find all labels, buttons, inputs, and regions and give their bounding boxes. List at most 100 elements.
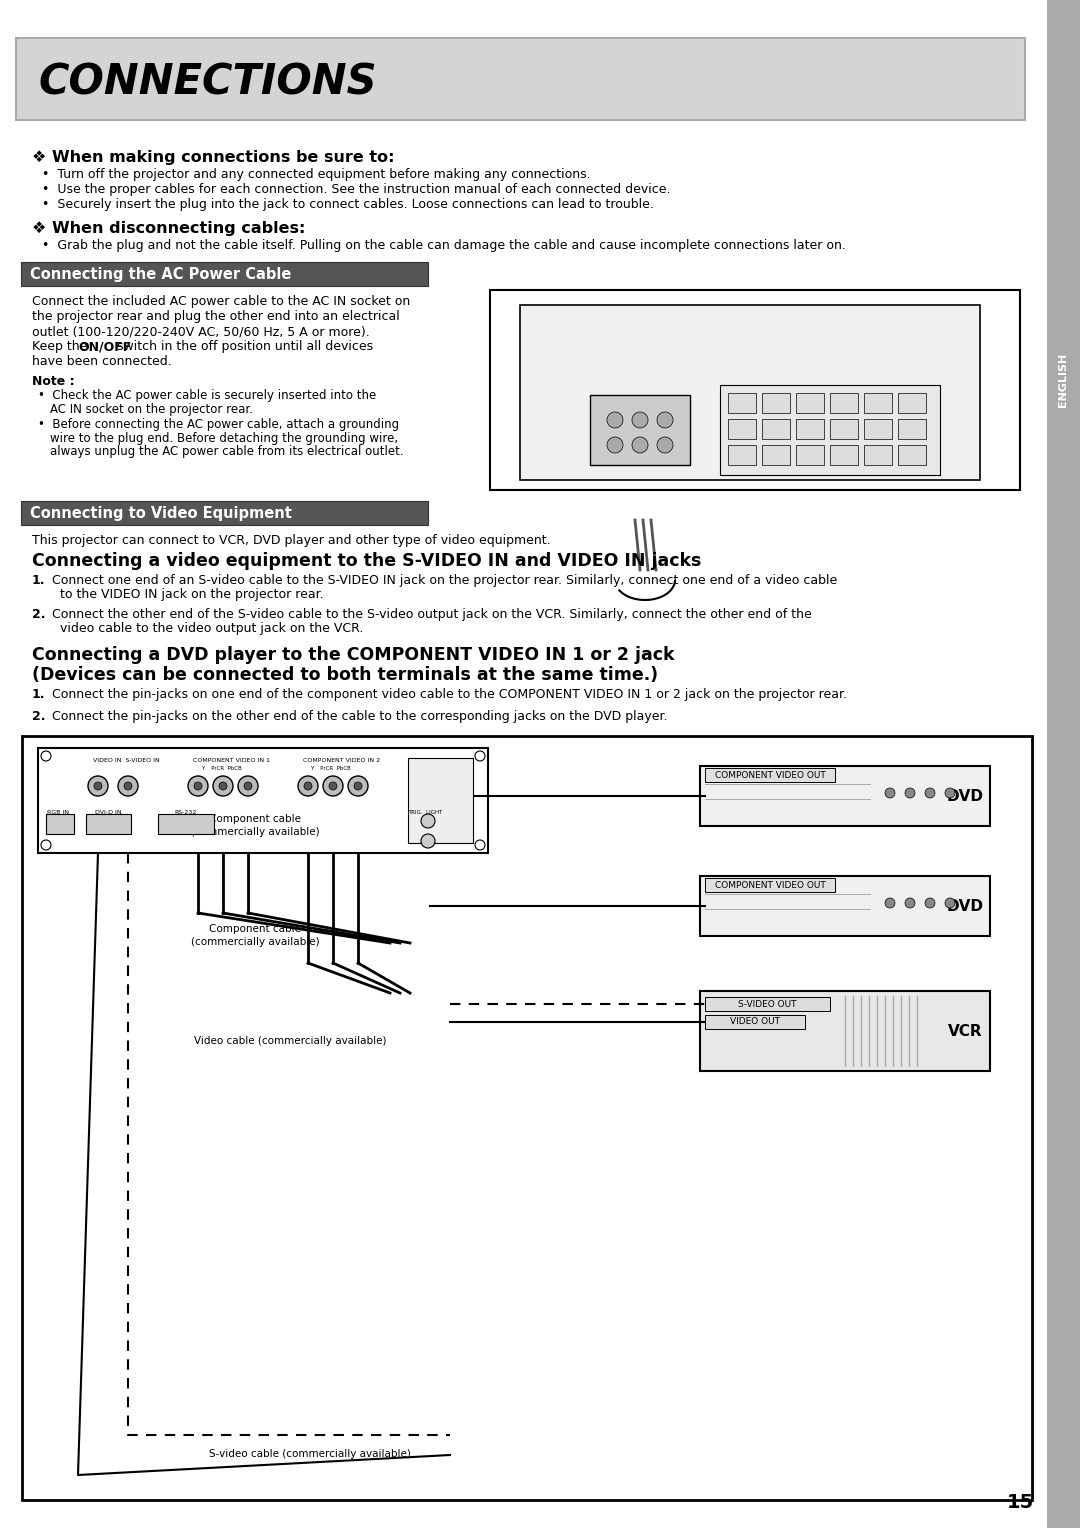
Circle shape (945, 898, 955, 908)
Text: Connecting to Video Equipment: Connecting to Video Equipment (30, 506, 292, 521)
Circle shape (924, 898, 935, 908)
Bar (796, 445, 824, 465)
Text: 15: 15 (1007, 1493, 1034, 1511)
Bar (1047, 0, 1080, 1528)
Text: Component cable
(commercially available): Component cable (commercially available) (191, 814, 320, 837)
Text: Component cable
(commercially available): Component cable (commercially available) (191, 924, 320, 947)
Text: COMPONENT VIDEO OUT: COMPONENT VIDEO OUT (715, 880, 825, 889)
Circle shape (354, 782, 362, 790)
Text: video cable to the video output jack on the VCR.: video cable to the video output jack on … (60, 622, 363, 636)
Text: •  Use the proper cables for each connection. See the instruction manual of each: • Use the proper cables for each connect… (42, 183, 671, 196)
Text: This projector can connect to VCR, DVD player and other type of video equipment.: This projector can connect to VCR, DVD p… (32, 533, 551, 547)
Bar (831, 445, 858, 465)
Text: Video cable (commercially available): Video cable (commercially available) (193, 1036, 387, 1047)
Circle shape (118, 776, 138, 796)
Bar (864, 445, 892, 465)
Text: DVI-D IN: DVI-D IN (95, 810, 121, 814)
Circle shape (188, 776, 208, 796)
Circle shape (421, 814, 435, 828)
Text: 1.: 1. (32, 575, 45, 587)
Bar (38, 749, 488, 853)
Circle shape (329, 782, 337, 790)
Circle shape (885, 788, 895, 798)
Text: •  Before connecting the AC power cable, attach a grounding: • Before connecting the AC power cable, … (38, 419, 400, 431)
FancyBboxPatch shape (21, 501, 428, 526)
Circle shape (124, 782, 132, 790)
Circle shape (632, 413, 648, 428)
Bar (796, 393, 824, 413)
Bar (897, 393, 926, 413)
Bar (46, 814, 75, 834)
Bar (705, 879, 835, 892)
Circle shape (244, 782, 252, 790)
Circle shape (213, 776, 233, 796)
Text: COMPONENT VIDEO IN 1: COMPONENT VIDEO IN 1 (193, 758, 270, 762)
Text: Note :: Note : (32, 374, 75, 388)
Circle shape (885, 898, 895, 908)
Bar (897, 445, 926, 465)
Text: to the VIDEO IN jack on the projector rear.: to the VIDEO IN jack on the projector re… (60, 588, 324, 601)
Circle shape (657, 413, 673, 428)
Circle shape (348, 776, 368, 796)
Bar (700, 766, 990, 827)
Text: ENGLISH: ENGLISH (1058, 353, 1068, 406)
Bar (864, 393, 892, 413)
Circle shape (945, 788, 955, 798)
Text: COMPONENT VIDEO OUT: COMPONENT VIDEO OUT (715, 770, 825, 779)
Bar (864, 419, 892, 439)
Text: 2.: 2. (32, 711, 45, 723)
Bar (490, 290, 1020, 490)
Text: •  Securely insert the plug into the jack to connect cables. Loose connections c: • Securely insert the plug into the jack… (42, 199, 653, 211)
Text: TRIG.  LIGHT: TRIG. LIGHT (408, 810, 443, 814)
Bar (762, 445, 789, 465)
Text: ❖ When disconnecting cables:: ❖ When disconnecting cables: (32, 222, 306, 235)
Circle shape (194, 782, 202, 790)
Text: Connecting a DVD player to the COMPONENT VIDEO IN 1 or 2 jack: Connecting a DVD player to the COMPONENT… (32, 646, 675, 665)
Circle shape (303, 782, 312, 790)
Text: VIDEO IN  S-VIDEO IN: VIDEO IN S-VIDEO IN (93, 758, 160, 762)
Bar (897, 419, 926, 439)
Text: AC IN socket on the projector rear.: AC IN socket on the projector rear. (50, 403, 253, 416)
Bar (728, 419, 756, 439)
Bar (831, 419, 858, 439)
Text: have been connected.: have been connected. (32, 354, 172, 368)
Bar (831, 393, 858, 413)
FancyBboxPatch shape (21, 261, 428, 286)
Circle shape (475, 840, 485, 850)
Text: DVD: DVD (946, 788, 984, 804)
Bar (408, 758, 473, 843)
Text: S-VIDEO OUT: S-VIDEO OUT (738, 999, 796, 1008)
Circle shape (607, 437, 623, 452)
Text: COMPONENT VIDEO IN 2: COMPONENT VIDEO IN 2 (303, 758, 380, 762)
Text: ON/OFF: ON/OFF (79, 341, 132, 353)
Bar (705, 769, 835, 782)
Circle shape (905, 898, 915, 908)
Circle shape (87, 776, 108, 796)
Text: Connecting the AC Power Cable: Connecting the AC Power Cable (30, 266, 292, 281)
Text: CONNECTIONS: CONNECTIONS (38, 61, 377, 102)
Text: ❖ When making connections be sure to:: ❖ When making connections be sure to: (32, 150, 394, 165)
Text: DVD: DVD (946, 898, 984, 914)
Circle shape (421, 834, 435, 848)
Text: •  Grab the plug and not the cable itself. Pulling on the cable can damage the c: • Grab the plug and not the cable itself… (42, 238, 846, 252)
Circle shape (657, 437, 673, 452)
Text: RGB IN: RGB IN (48, 810, 69, 814)
Bar (728, 445, 756, 465)
Text: RS-232: RS-232 (175, 810, 198, 814)
Text: Keep the: Keep the (32, 341, 92, 353)
Bar (590, 396, 690, 465)
Text: VIDEO OUT: VIDEO OUT (730, 1018, 780, 1027)
Circle shape (298, 776, 318, 796)
Text: Connect the other end of the S-video cable to the S-video output jack on the VCR: Connect the other end of the S-video cab… (52, 608, 812, 620)
Text: 1.: 1. (32, 688, 45, 701)
Text: •  Check the AC power cable is securely inserted into the: • Check the AC power cable is securely i… (38, 390, 376, 402)
Text: Connect the pin-jacks on the other end of the cable to the corresponding jacks o: Connect the pin-jacks on the other end o… (52, 711, 667, 723)
Text: the projector rear and plug the other end into an electrical: the projector rear and plug the other en… (32, 310, 400, 322)
Circle shape (238, 776, 258, 796)
Bar (762, 393, 789, 413)
Circle shape (41, 840, 51, 850)
Text: Connect the included AC power cable to the AC IN socket on: Connect the included AC power cable to t… (32, 295, 410, 309)
Text: 2.: 2. (32, 608, 45, 620)
Bar (700, 876, 990, 937)
Text: (Devices can be connected to both terminals at the same time.): (Devices can be connected to both termin… (32, 666, 658, 685)
